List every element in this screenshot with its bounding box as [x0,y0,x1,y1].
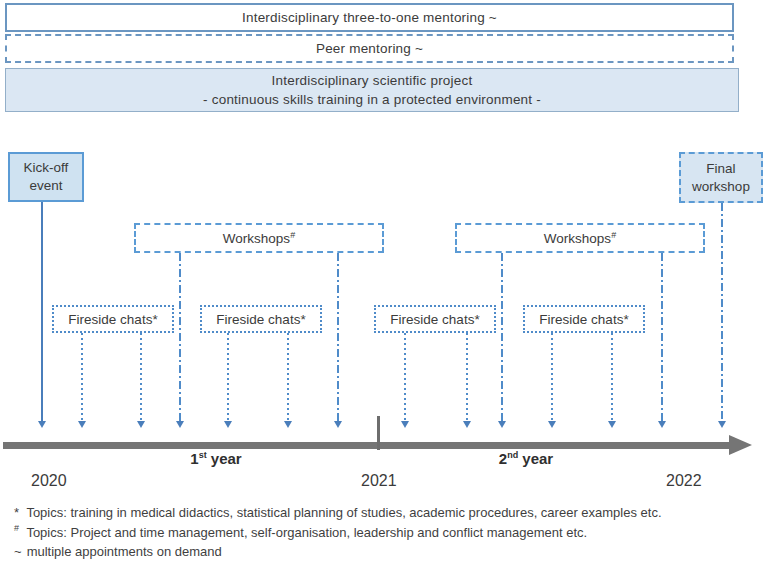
year-2021-label: 2021 [361,472,397,490]
workshops-box-year2: Workshops# [455,223,705,253]
fireside-down-arrow [611,333,613,428]
year-2020-label: 2020 [31,472,67,490]
workshop-down-arrow [661,253,663,428]
workshops-footnote-marker: # [290,229,295,239]
final-workshop-box: Final workshop [679,152,763,203]
second-year-label: 2nd year [456,450,596,467]
first-year-label: 1st year [146,450,286,467]
fireside-down-arrow [81,333,83,428]
fireside-chats-box-2: Fireside chats* [200,305,322,333]
workshops-footnote-marker: # [611,229,616,239]
fireside-label: Fireside chats* [390,312,479,327]
fireside-down-arrow [404,333,406,428]
final-workshop-down-arrow [721,203,723,428]
footnote-fireside-topics: * Topics: training in medical didactics,… [14,503,662,523]
timeline-axis [3,442,731,449]
fireside-label: Fireside chats* [68,312,157,327]
fireside-chats-box-4: Fireside chats* [523,305,645,333]
kickoff-event-box: Kick-off event [8,152,84,202]
timeline-2021-tick [377,416,380,450]
scientific-project-line1: Interdisciplinary scientific project [272,71,473,90]
peer-mentoring-label: Peer mentoring ~ [316,41,423,56]
workshop-down-arrow [337,253,339,428]
kickoff-line1: Kick-off [24,159,69,177]
footnote-appointments: ~ multiple appointments on demand [14,542,662,562]
workshop-down-arrow [501,253,503,428]
tilde-marker: ~ [14,542,23,562]
fireside-chats-box-1: Fireside chats* [52,305,174,333]
asterisk-marker: * [14,503,23,523]
fireside-down-arrow [287,333,289,428]
final-line2: workshop [692,178,750,196]
footnotes: * Topics: training in medical didactics,… [14,503,662,562]
footnote-workshop-topics: # Topics: Project and time management, s… [14,523,662,543]
workshops-box-year1: Workshops# [134,223,384,253]
fireside-chats-box-3: Fireside chats* [374,305,496,333]
fireside-down-arrow [140,333,142,428]
fireside-down-arrow [227,333,229,428]
kickoff-line2: event [29,177,62,195]
timeline-arrowhead-icon [729,435,752,455]
workshop-down-arrow [179,253,181,428]
fireside-down-arrow [466,333,468,428]
kickoff-down-arrow [41,202,43,428]
peer-mentoring-bar: Peer mentoring ~ [5,34,734,63]
workshops-label: Workshops# [223,231,295,246]
scientific-project-bar: Interdisciplinary scientific project - c… [5,68,739,112]
three-to-one-mentoring-bar: Interdisciplinary three-to-one mentoring… [5,3,734,32]
mentoring-program-timeline-diagram: Interdisciplinary three-to-one mentoring… [0,0,768,576]
scientific-project-line2: - continuous skills training in a protec… [203,90,541,109]
fireside-label: Fireside chats* [539,312,628,327]
fireside-label: Fireside chats* [216,312,305,327]
fireside-down-arrow [551,333,553,428]
year-2022-label: 2022 [666,472,702,490]
final-line1: Final [706,160,735,178]
three-to-one-mentoring-label: Interdisciplinary three-to-one mentoring… [242,10,497,25]
workshops-label: Workshops# [544,231,616,246]
